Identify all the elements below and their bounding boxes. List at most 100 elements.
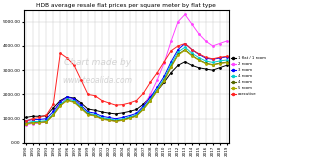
5 room bbox=[128, 118, 131, 119]
3 room bbox=[59, 101, 62, 103]
2 room bbox=[45, 121, 48, 123]
4 room bbox=[100, 117, 104, 119]
executive bbox=[100, 100, 104, 101]
4 room bbox=[45, 121, 48, 123]
1 flat / 1 room bbox=[52, 107, 55, 109]
4 room bbox=[211, 64, 215, 66]
4 room bbox=[183, 46, 187, 48]
executive bbox=[197, 53, 201, 55]
2 room bbox=[38, 122, 41, 124]
executive bbox=[169, 50, 173, 52]
2 room bbox=[31, 123, 34, 124]
executive bbox=[93, 95, 97, 97]
1 flat / 1 room bbox=[225, 64, 228, 66]
executive bbox=[128, 102, 131, 104]
5 room bbox=[149, 100, 152, 102]
4 room bbox=[121, 118, 125, 120]
4 room bbox=[218, 62, 222, 64]
3 room bbox=[45, 118, 48, 120]
1 flat / 1 room bbox=[190, 64, 194, 66]
1 flat / 1 room bbox=[211, 69, 215, 71]
4 room bbox=[197, 57, 201, 59]
Line: 1 flat / 1 room: 1 flat / 1 room bbox=[25, 61, 227, 118]
5 room bbox=[211, 64, 215, 66]
4 room bbox=[107, 119, 111, 121]
1 flat / 1 room bbox=[93, 109, 97, 111]
4 room bbox=[197, 59, 201, 61]
2 room bbox=[211, 45, 215, 47]
2 room bbox=[121, 119, 125, 121]
2 room bbox=[162, 62, 166, 64]
1 flat / 1 room bbox=[79, 102, 83, 104]
1 flat / 1 room bbox=[204, 68, 208, 70]
1 flat / 1 room bbox=[107, 112, 111, 114]
executive bbox=[204, 56, 208, 58]
executive bbox=[155, 72, 159, 74]
executive bbox=[72, 64, 76, 66]
5 room bbox=[142, 109, 145, 111]
5 room bbox=[86, 114, 90, 116]
1 flat / 1 room bbox=[155, 90, 159, 92]
3 room bbox=[79, 104, 83, 106]
4 room bbox=[65, 98, 69, 100]
4 room bbox=[176, 51, 180, 53]
3 room bbox=[31, 119, 34, 121]
3 room bbox=[114, 118, 118, 120]
5 room bbox=[79, 107, 83, 109]
2 room bbox=[218, 43, 222, 45]
executive bbox=[135, 100, 138, 101]
2 room bbox=[135, 114, 138, 116]
1 flat / 1 room bbox=[114, 113, 118, 115]
4 room bbox=[107, 118, 111, 120]
executive bbox=[225, 55, 228, 57]
3 room bbox=[38, 118, 41, 120]
3 room bbox=[218, 57, 222, 59]
4 room bbox=[218, 60, 222, 62]
1 flat / 1 room bbox=[183, 61, 187, 63]
Line: executive: executive bbox=[25, 43, 227, 122]
2 room bbox=[176, 21, 180, 23]
3 room bbox=[211, 58, 215, 60]
4 room bbox=[86, 113, 90, 115]
1 flat / 1 room bbox=[149, 96, 152, 98]
3 room bbox=[197, 53, 201, 55]
4 room bbox=[79, 106, 83, 108]
1 flat / 1 room bbox=[197, 67, 201, 69]
4 room bbox=[225, 61, 228, 63]
executive bbox=[24, 120, 28, 122]
4 room bbox=[72, 101, 76, 103]
1 flat / 1 room bbox=[169, 72, 173, 74]
1 flat / 1 room bbox=[72, 97, 76, 99]
4 room bbox=[93, 115, 97, 117]
5 room bbox=[38, 122, 41, 124]
4 room bbox=[128, 116, 131, 118]
executive bbox=[31, 118, 34, 120]
5 room bbox=[135, 115, 138, 117]
3 room bbox=[155, 86, 159, 88]
2 room bbox=[114, 120, 118, 122]
2 room bbox=[72, 99, 76, 101]
1 flat / 1 room bbox=[142, 103, 145, 105]
2 room bbox=[79, 107, 83, 109]
2 room bbox=[59, 101, 62, 103]
executive bbox=[149, 81, 152, 83]
Line: 2 room: 2 room bbox=[25, 14, 227, 125]
4 room bbox=[176, 53, 180, 55]
4 room bbox=[162, 79, 166, 81]
executive bbox=[211, 58, 215, 60]
4 room bbox=[169, 66, 173, 68]
4 room bbox=[169, 63, 173, 65]
1 flat / 1 room bbox=[65, 96, 69, 98]
2 room bbox=[190, 23, 194, 25]
4 room bbox=[204, 62, 208, 64]
3 room bbox=[149, 96, 152, 98]
4 room bbox=[162, 78, 166, 80]
1 flat / 1 room bbox=[24, 117, 28, 118]
3 room bbox=[135, 112, 138, 114]
1 flat / 1 room bbox=[218, 67, 222, 69]
5 room bbox=[72, 101, 76, 103]
2 room bbox=[183, 14, 187, 15]
executive bbox=[114, 104, 118, 106]
3 room bbox=[72, 98, 76, 100]
3 room bbox=[107, 117, 111, 118]
